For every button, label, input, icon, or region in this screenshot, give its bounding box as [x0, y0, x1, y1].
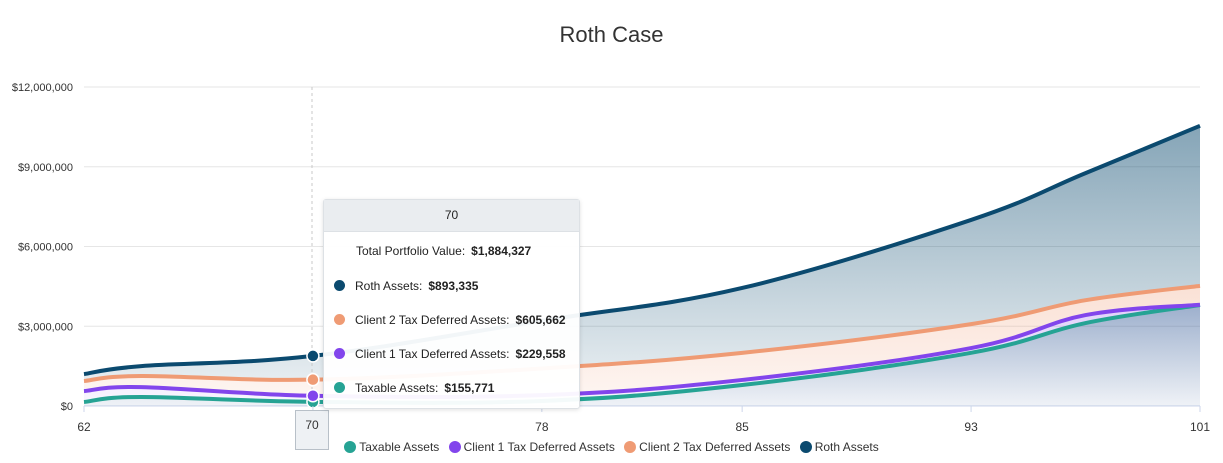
legend-item-roth[interactable]: Roth Assets	[799, 440, 879, 454]
tooltip-label: Client 2 Tax Deferred Assets:	[355, 313, 510, 327]
tooltip-value: $155,771	[444, 381, 495, 395]
hover-point-marker	[306, 349, 320, 363]
tooltip-label: Client 1 Tax Deferred Assets:	[355, 347, 510, 361]
tooltip-row-roth: Roth Assets: $893,335	[334, 278, 478, 294]
legend-item-client2[interactable]: Client 2 Tax Deferred Assets	[624, 440, 790, 454]
legend-label: Roth Assets	[814, 440, 879, 454]
y-tick-label: $0	[61, 401, 73, 413]
tooltip-label: Roth Assets:	[355, 279, 423, 293]
legend-label: Client 2 Tax Deferred Assets	[639, 440, 791, 454]
taxable-dot-icon	[334, 382, 345, 393]
line-taxable-assets	[83, 303, 1201, 405]
legend-item-client1[interactable]: Client 1 Tax Deferred Assets	[448, 440, 615, 454]
y-tick-label: $9,000,000	[18, 162, 73, 174]
line-client-1-tax-deferred-assets	[83, 302, 1201, 400]
area-roth-assets	[84, 125, 1200, 382]
x-tick-label: 93	[964, 420, 978, 434]
legend: Taxable Assets Client 1 Tax Deferred Ass…	[0, 440, 1223, 454]
legend-dot-icon	[448, 441, 461, 453]
tooltip-total-value: $1,884,327	[471, 244, 532, 258]
tooltip: 70 Total Portfolio Value: $1,884,327 Roth…	[323, 199, 580, 409]
legend-dot-icon	[624, 441, 637, 453]
tooltip-total: Total Portfolio Value: $1,884,327	[356, 243, 531, 259]
chart-title: Roth Case	[559, 22, 664, 47]
tooltip-value: $893,335	[428, 279, 479, 293]
x-tick-label: 78	[535, 420, 549, 434]
area-client-1-tax-deferred-assets	[84, 304, 1200, 403]
tooltip-header: 70	[324, 200, 579, 232]
area-client-2-tax-deferred-assets	[84, 285, 1200, 398]
legend-label: Client 1 Tax Deferred Assets	[463, 440, 615, 454]
tooltip-row-taxable: Taxable Assets: $155,771	[334, 380, 494, 396]
roth-dot-icon	[334, 280, 345, 291]
legend-item-taxable[interactable]: Taxable Assets	[344, 440, 439, 454]
hover-point-marker	[306, 372, 320, 387]
client2-dot-icon	[334, 314, 345, 325]
tooltip-row-client1: Client 1 Tax Deferred Assets: $229,558	[334, 346, 566, 362]
y-tick-label: $6,000,000	[18, 242, 73, 254]
legend-dot-icon	[799, 441, 812, 453]
legend-label: Taxable Assets	[359, 440, 440, 454]
x-tick-label: 62	[77, 420, 91, 434]
x-tick-label: 101	[1190, 420, 1210, 434]
area-taxable-assets	[84, 304, 1200, 406]
legend-dot-icon	[344, 441, 357, 453]
client1-dot-icon	[334, 348, 345, 359]
tooltip-value: $605,662	[515, 313, 566, 327]
hover-point-marker	[306, 389, 320, 403]
hover-x-label: 70	[295, 410, 329, 450]
y-tick-label: $3,000,000	[18, 321, 73, 333]
line-client-2-tax-deferred-assets	[83, 283, 1201, 384]
tooltip-row-client2: Client 2 Tax Deferred Assets: $605,662	[334, 312, 566, 328]
tooltip-total-label: Total Portfolio Value:	[356, 244, 466, 258]
tooltip-label: Taxable Assets:	[355, 381, 439, 395]
x-tick-label: 85	[735, 420, 749, 434]
line-roth-assets	[83, 123, 1201, 377]
tooltip-value: $229,558	[515, 347, 566, 361]
y-tick-label: $12,000,000	[12, 82, 73, 94]
